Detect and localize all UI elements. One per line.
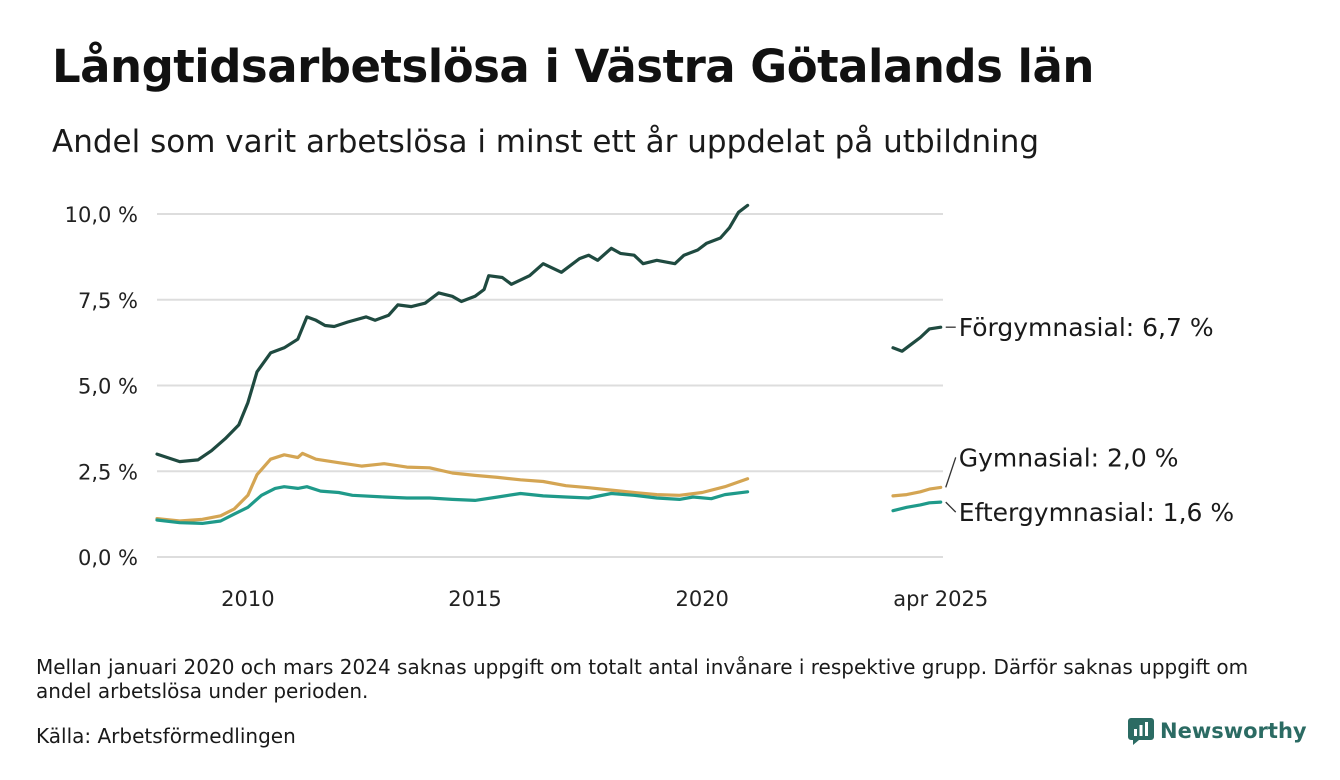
x-tick-label: 2015 — [448, 587, 501, 611]
chart-subtitle: Andel som varit arbetslösa i minst ett å… — [52, 124, 1040, 160]
newsworthy-logo: Newsworthy — [1128, 716, 1307, 746]
series-label-gymnasial: Gymnasial: 2,0 % — [959, 443, 1179, 472]
brand-name: Newsworthy — [1160, 719, 1307, 743]
y-tick-label: 10,0 % — [65, 203, 138, 227]
series-line-eftergymnasial — [891, 500, 943, 513]
series-line-förgymnasial — [891, 325, 943, 353]
x-axis-ticks: 2010 2015 2020 apr 2025 — [221, 587, 988, 611]
y-tick-label: 2,5 % — [78, 460, 138, 484]
series-line-gymnasial — [891, 485, 943, 498]
series-line-eftergymnasial — [155, 485, 750, 525]
y-tick-label: 0,0 % — [78, 546, 138, 570]
y-tick-label: 7,5 % — [78, 289, 138, 313]
series-lines — [155, 203, 943, 525]
series-label-eftergymnasial: Eftergymnasial: 1,6 % — [959, 498, 1234, 527]
line-chart: 0,0 % 2,5 % 5,0 % 7,5 % 10,0 % 2010 2015 2020 a… — [65, 203, 1235, 611]
label-leader-line — [945, 457, 957, 488]
series-label-förgymnasial: Förgymnasial: 6,7 % — [959, 313, 1214, 342]
y-tick-label: 5,0 % — [78, 375, 138, 399]
gridlines — [157, 213, 943, 558]
x-tick-label: apr 2025 — [893, 587, 988, 611]
series-labels: Förgymnasial: 6,7 % Gymnasial: 2,0 % Efter… — [945, 313, 1234, 527]
x-tick-label: 2010 — [221, 587, 274, 611]
chart-title: Långtidsarbetslösa i Västra Götalands lä… — [52, 40, 1094, 93]
bar-chart-speech-icon — [1128, 718, 1154, 745]
footnote: Mellan januari 2020 och mars 2024 saknas… — [36, 655, 1249, 703]
label-leader-line — [945, 501, 957, 513]
series-line-gymnasial — [155, 451, 750, 523]
x-tick-label: 2020 — [675, 587, 728, 611]
series-line-förgymnasial — [155, 203, 750, 464]
source-text: Källa: Arbetsförmedlingen — [36, 724, 296, 748]
y-axis-ticks: 0,0 % 2,5 % 5,0 % 7,5 % 10,0 % — [65, 203, 138, 570]
